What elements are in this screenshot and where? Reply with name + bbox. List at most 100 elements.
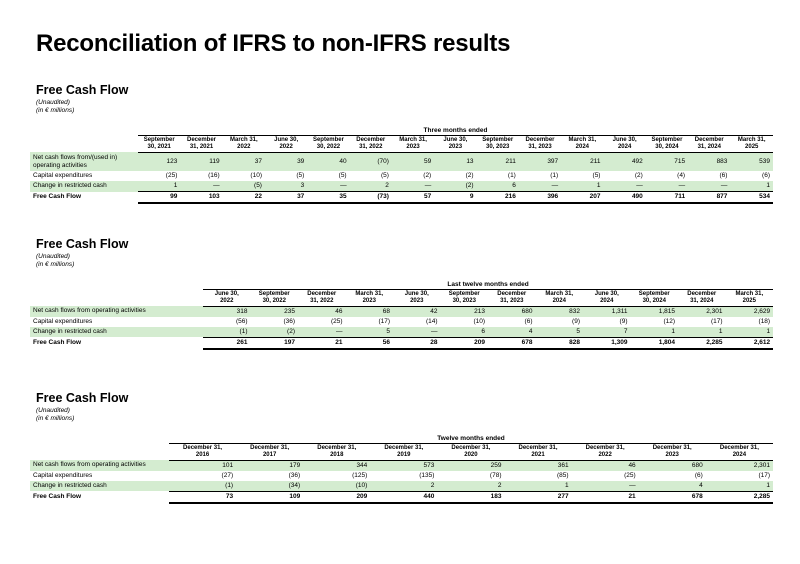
column-header: March 31, 2025 (730, 135, 773, 153)
cell-value: 1 (138, 181, 181, 192)
cell-value: 318 (203, 306, 251, 317)
cell-value: 877 (688, 191, 731, 204)
column-header: March 31, 2024 (535, 289, 583, 307)
cell-value: (6) (719, 172, 728, 179)
cell-value: 22 (222, 191, 265, 204)
column-header-line: 2022 (220, 297, 234, 304)
column-header-line: December (307, 290, 337, 297)
column-header-line: March 31, (735, 290, 764, 297)
cell-value: 883 (688, 152, 731, 171)
row-label: Capital expenditures (33, 471, 93, 479)
unaudited-note: (Unaudited) (36, 99, 70, 106)
cell-value: — (298, 326, 346, 337)
cell-value: 209 (303, 490, 371, 504)
column-header-line: 2023 (406, 143, 420, 150)
column-header-line: 2025 (745, 143, 759, 150)
label-column-header (30, 443, 169, 460)
cell-value: 828 (535, 336, 583, 350)
column-header-line: 31, 2023 (528, 143, 552, 150)
column-header-line: September (312, 136, 344, 143)
column-header-line: 2024 (600, 297, 614, 304)
cell-value: (6) (762, 172, 770, 179)
cell-value: 396 (518, 191, 562, 204)
cell-value: 35 (307, 191, 350, 204)
cell-value: 40 (307, 152, 350, 171)
table-row: Capital expenditures (25) (16) (10) (5) (5) (5… (30, 171, 773, 181)
column-header: March 31, 2022 (222, 135, 265, 153)
cell-value: 344 (303, 460, 371, 471)
cell-value: 7 (583, 326, 631, 337)
column-header-line: September (143, 136, 175, 143)
period-group-header: Three months ended (138, 126, 773, 136)
column-header-line: March 31, (545, 290, 574, 297)
cell-value: — (393, 326, 441, 337)
cell-value: 361 (504, 460, 572, 471)
column-header-line: 31, 2022 (310, 297, 334, 304)
cell-value: — (645, 181, 689, 192)
cell-value: 711 (645, 191, 689, 204)
cell-value: 37 (264, 191, 308, 204)
cell-value: 2,629 (725, 306, 774, 317)
cell-value: (10) (473, 317, 485, 325)
cell-value: (10) (303, 480, 371, 491)
period-group-header: Last twelve months ended (203, 280, 774, 290)
cell-value: 261 (203, 336, 251, 350)
cell-value: 2,612 (725, 336, 774, 350)
cell-value: 56 (345, 336, 393, 350)
column-header: December 31, 2024 (678, 289, 726, 307)
cell-value: 57 (391, 191, 435, 204)
column-header: September 30, 2021 (138, 135, 181, 153)
cell-value: (18) (758, 317, 771, 325)
column-header-line: 2023 (410, 297, 424, 304)
cell-value: (6) (524, 317, 533, 325)
column-header-line: December 31, (451, 444, 491, 451)
cell-value: 21 (298, 336, 346, 350)
currency-note: (in € millions) (36, 107, 75, 114)
column-header-line: September (258, 290, 290, 297)
cell-value: (9) (619, 317, 628, 325)
total-row: Free Cash Flow 99 103 22 37 35 (73) 57 9 216 396 20… (30, 191, 773, 204)
column-header-line: 30, 2021 (147, 143, 171, 150)
cell-value: 2 (349, 181, 392, 192)
cell-value: (6) (694, 471, 703, 479)
cell-value: 109 (236, 490, 304, 504)
column-header: December 31, 2022 (571, 443, 639, 461)
column-header: December 31, 2023 (488, 289, 536, 307)
label-column-header (30, 289, 203, 306)
cell-value: (2) (250, 326, 298, 337)
column-header: March 31, 2024 (561, 135, 604, 153)
cell-value: (36) (288, 471, 301, 479)
column-header-line: September (651, 136, 683, 143)
column-header-line: June 30, (404, 290, 429, 297)
cell-value: 6 (476, 181, 519, 192)
cell-value: 211 (476, 152, 519, 171)
cell-value: (25) (165, 172, 178, 179)
total-row: Free Cash Flow 73 109 209 440 183 277 21 678 2,28… (30, 490, 773, 504)
cell-value: (5) (592, 172, 601, 179)
column-header: December 31, 2017 (236, 443, 304, 461)
column-header: December 31, 2020 (437, 443, 505, 461)
cell-value: (2) (434, 181, 477, 192)
column-header-line: 2020 (464, 451, 478, 458)
cell-value: 490 (603, 191, 646, 204)
cell-value: (135) (419, 471, 435, 479)
cell-value: 3 (264, 181, 308, 192)
cell-value: (25) (330, 317, 343, 325)
column-header-line: December 31, (585, 444, 625, 451)
cell-value: 1 (504, 480, 572, 491)
cell-value: 2,285 (678, 336, 726, 350)
cell-value: 103 (180, 191, 223, 204)
cell-value: (14) (425, 317, 438, 325)
row-label: Change in restricted cash (30, 181, 139, 192)
column-header-line: June 30, (214, 290, 239, 297)
cell-value: 534 (730, 191, 773, 204)
column-header-line: 2023 (665, 451, 679, 458)
column-header: December 31, 2016 (169, 443, 237, 461)
cell-value: (5) (380, 172, 389, 179)
cell-value: 277 (504, 490, 572, 504)
row-label: Capital expenditures (33, 172, 93, 179)
column-header: December 31, 2023 (638, 443, 706, 461)
column-header-line: 31, 2023 (500, 297, 524, 304)
column-header-line: 2017 (262, 451, 277, 458)
column-header-line: 30, 2023 (486, 143, 510, 150)
